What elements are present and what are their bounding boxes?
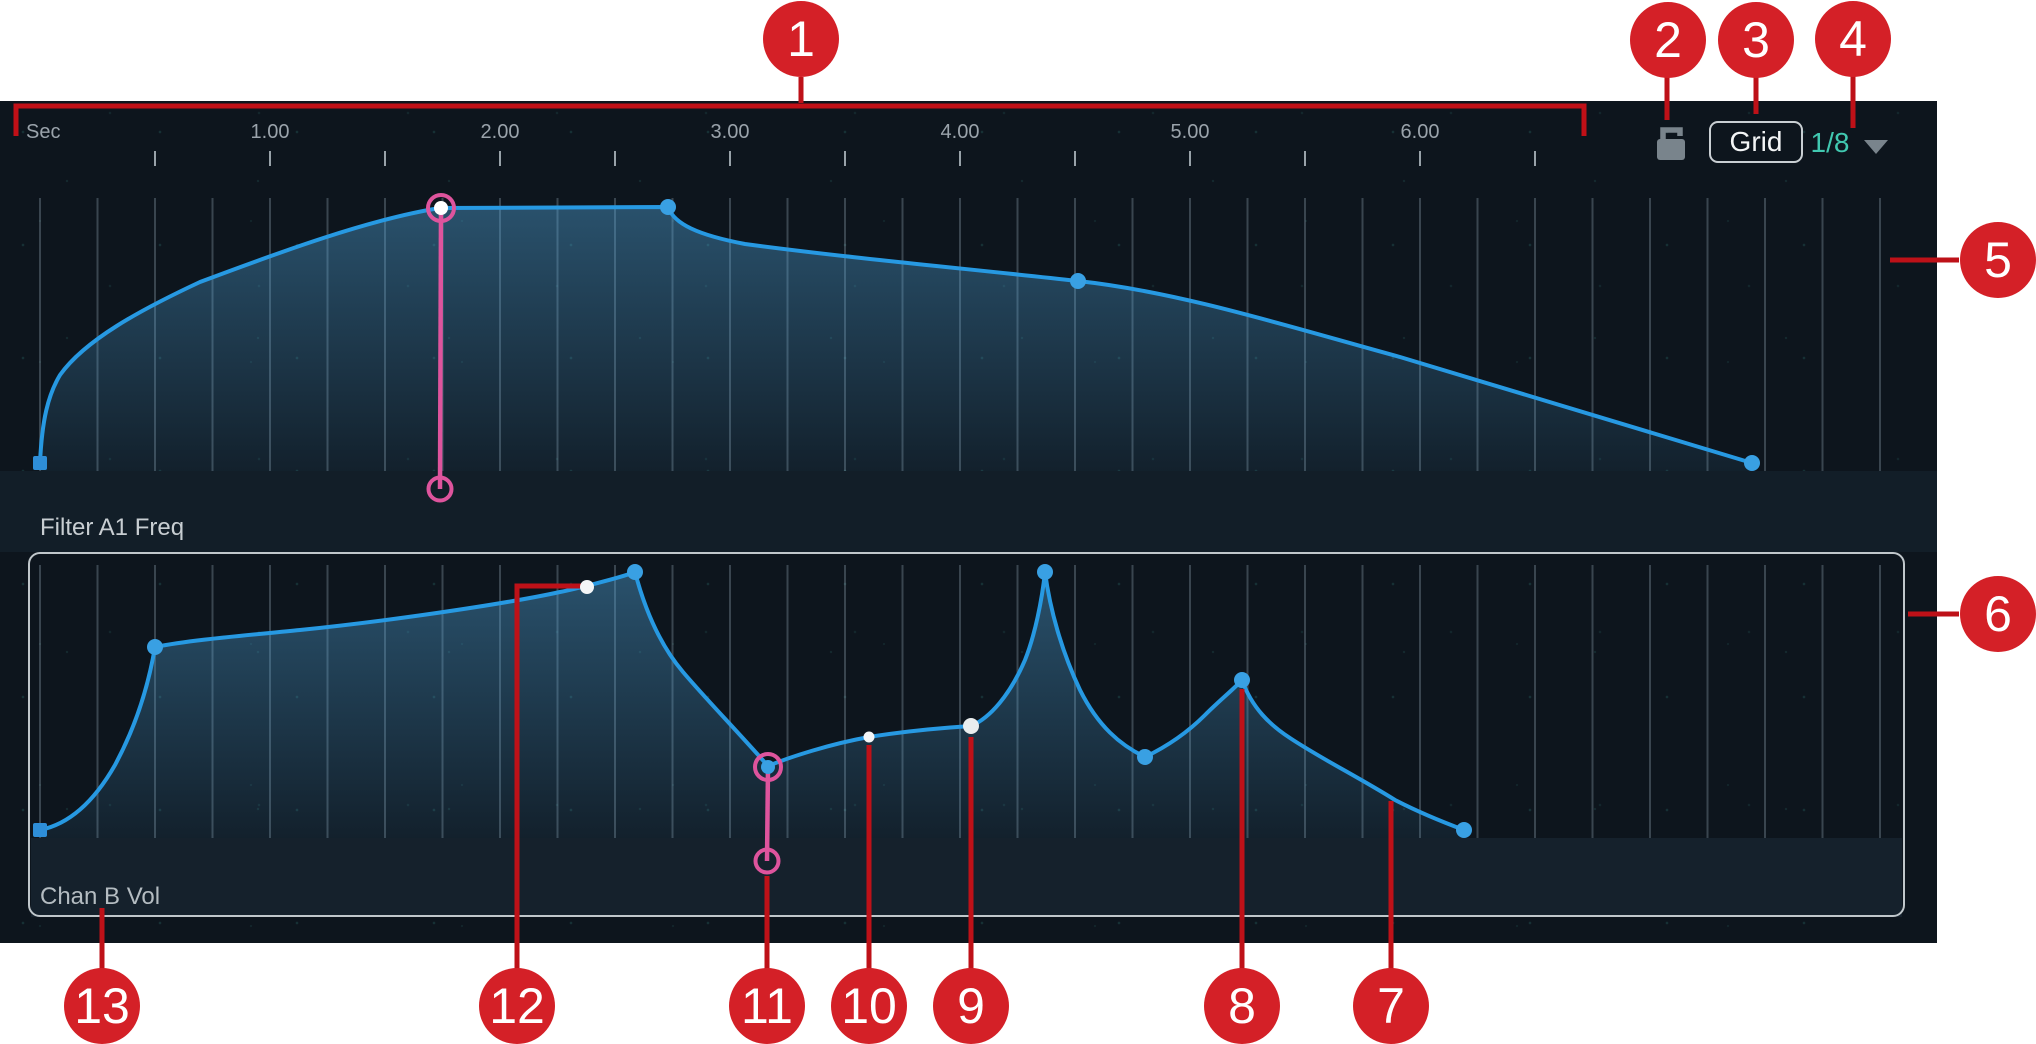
- lane1-label-strip: [0, 471, 1937, 552]
- lane2-start-square-handle[interactable]: [33, 823, 47, 837]
- ruler-unit-label: Sec: [26, 121, 61, 143]
- callout-1-bracket: [13, 103, 1587, 136]
- callout-2: 2: [1630, 2, 1706, 78]
- callout-9: 9: [933, 968, 1009, 1044]
- lane2-selected-point[interactable]: [761, 760, 775, 774]
- lane1-end-breakpoint[interactable]: [1744, 455, 1760, 471]
- lane2-white-point[interactable]: [963, 718, 979, 734]
- callout-6: 6: [1960, 576, 2036, 652]
- lane1-envelope-curve[interactable]: [38, 205, 1753, 465]
- lane2-breakpoint[interactable]: [147, 639, 163, 655]
- ruler-time-label: 5.00: [1170, 121, 1210, 143]
- callout-1: 1: [763, 1, 839, 77]
- lane2-selected-point-stem: [764, 766, 771, 862]
- ruler-time-label: 4.00: [940, 121, 980, 143]
- ruler-time-label: 2.00: [480, 121, 520, 143]
- selected-lane-frame[interactable]: [28, 552, 1905, 917]
- grid-division-value[interactable]: 1/8: [1810, 127, 1850, 158]
- lane2-end-breakpoint[interactable]: [1456, 822, 1472, 838]
- lane1-curve-tension-handle[interactable]: [426, 475, 454, 503]
- lane2-white-point[interactable]: [580, 580, 594, 594]
- callout-5: 5: [1960, 222, 2036, 298]
- lane2-breakpoint[interactable]: [627, 564, 643, 580]
- lane2-envelope-fill: [40, 572, 1464, 838]
- lane1-selected-point-ring[interactable]: [426, 193, 456, 223]
- lane1-selected-point-stem: [437, 207, 444, 490]
- ruler-time-label: 3.00: [710, 121, 750, 143]
- lane1-name-label: Filter A1 Freq: [40, 514, 185, 541]
- lane2-breakpoint[interactable]: [1137, 749, 1153, 765]
- lane2-name-label: Chan B Vol: [40, 883, 161, 910]
- callout-12: 12: [479, 968, 555, 1044]
- lock-unlocked-icon[interactable]: [1654, 123, 1688, 163]
- callout-3: 3: [1718, 2, 1794, 78]
- lane1-envelope-fill: [40, 207, 1752, 471]
- lane2-breakpoints: [33, 564, 1472, 875]
- callout-4: 4: [1815, 1, 1891, 77]
- callout-10: 10: [831, 968, 907, 1044]
- grid-button[interactable]: Grid: [1709, 121, 1803, 163]
- lane2-peak-breakpoint[interactable]: [1234, 672, 1250, 688]
- callout-13: 13: [64, 968, 140, 1044]
- lane2-label-strip: [31, 838, 1902, 917]
- lane1-selected-point[interactable]: [434, 201, 448, 215]
- lane1-breakpoints: [33, 193, 1760, 503]
- callout-12-line: [514, 583, 587, 969]
- callout-lines: [13, 75, 1959, 969]
- chevron-down-icon[interactable]: [1864, 140, 1888, 154]
- lane2-breakpoint[interactable]: [1037, 564, 1053, 580]
- callout-7: 7: [1353, 968, 1429, 1044]
- lane1-breakpoint[interactable]: [1070, 273, 1086, 289]
- ruler-ticks: [154, 151, 1536, 166]
- lane2-curve-tension-handle[interactable]: [753, 847, 781, 875]
- lane1-start-square-handle[interactable]: [33, 456, 47, 470]
- grid-button-label: Grid: [1729, 126, 1783, 157]
- lane2-selected-point-ring[interactable]: [753, 752, 783, 782]
- ruler-time-label: 1.00: [250, 121, 290, 143]
- ruler-time-label: 6.00: [1400, 121, 1440, 143]
- callout-11: 11: [729, 968, 805, 1044]
- lane2-small-white-point[interactable]: [863, 731, 875, 743]
- callout-8: 8: [1204, 968, 1280, 1044]
- lane1-breakpoint[interactable]: [660, 199, 676, 215]
